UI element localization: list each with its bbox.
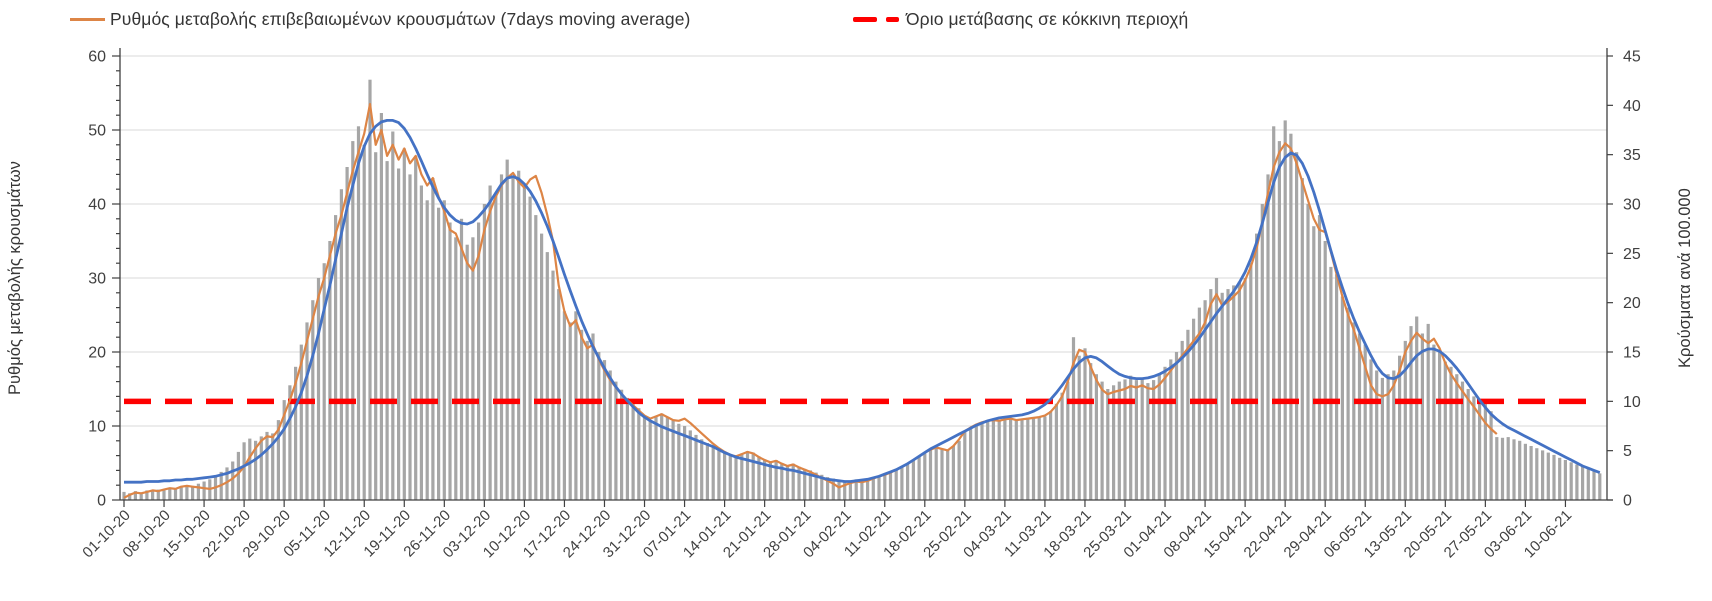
axes bbox=[119, 48, 1613, 501]
right-axis-ticks: 0 5 10 15 20 25 30 35 40 45 bbox=[1607, 49, 1641, 510]
svg-text:20: 20 bbox=[1623, 295, 1641, 312]
svg-text:40: 40 bbox=[1623, 98, 1641, 115]
x-axis-ticks: 01-10-2008-10-2015-10-2022-10-2029-10-20… bbox=[79, 500, 1575, 561]
legend-item-threshold: Όριο μετάβασης σε κόκκινη περιοχή bbox=[853, 4, 1188, 34]
svg-text:0: 0 bbox=[1623, 493, 1632, 510]
legend-label-moving-average: Ρυθμός μεταβολής επιβεβαιωμένων κρουσμάτ… bbox=[110, 8, 691, 29]
svg-text:50: 50 bbox=[88, 123, 106, 140]
svg-text:20: 20 bbox=[88, 345, 106, 362]
svg-text:10: 10 bbox=[1623, 394, 1641, 411]
svg-text:45: 45 bbox=[1623, 49, 1641, 66]
svg-text:25: 25 bbox=[1623, 246, 1641, 263]
trend-line bbox=[124, 119, 1601, 484]
svg-text:15: 15 bbox=[1623, 345, 1641, 362]
svg-text:0: 0 bbox=[97, 493, 106, 510]
left-axis-ticks: 0 10 20 30 40 50 60 bbox=[88, 49, 120, 510]
gridlines bbox=[120, 55, 1607, 427]
svg-text:30: 30 bbox=[88, 271, 106, 288]
orange-line-legend-icon bbox=[70, 17, 105, 21]
bars-series bbox=[122, 79, 1602, 501]
legend-item-moving-average: Ρυθμός μεταβολής επιβεβαιωμένων κρουσμάτ… bbox=[70, 4, 690, 34]
legend-label-threshold: Όριο μετάβασης σε κόκκινη περιοχή bbox=[906, 8, 1189, 29]
svg-text:35: 35 bbox=[1623, 147, 1641, 164]
svg-text:30: 30 bbox=[1623, 197, 1641, 214]
red-dash-legend-icon bbox=[853, 16, 899, 22]
svg-text:40: 40 bbox=[88, 197, 106, 214]
svg-text:5: 5 bbox=[1623, 443, 1632, 460]
svg-text:60: 60 bbox=[88, 49, 106, 66]
svg-text:10: 10 bbox=[88, 419, 106, 436]
legend: Ρυθμός μεταβολής επιβεβαιωμένων κρουσμάτ… bbox=[0, 4, 1712, 34]
moving-average-line bbox=[123, 102, 1498, 499]
